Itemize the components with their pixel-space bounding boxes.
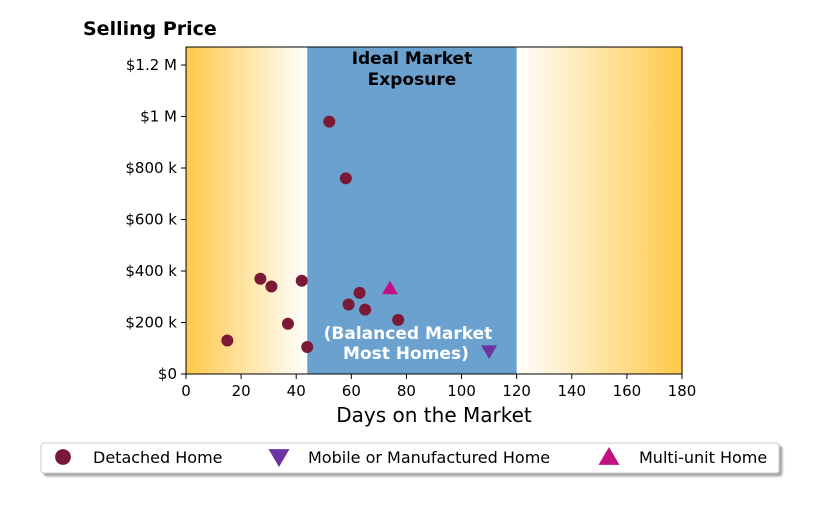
legend-box [40, 442, 780, 474]
ideal-market-zone [307, 47, 517, 374]
point-0-0 [221, 334, 234, 347]
y-tick-label-6: $1.2 M [126, 56, 177, 74]
x-tick-label-6: 120 [502, 382, 531, 400]
plot-frame [185, 46, 683, 375]
point-0-7 [339, 172, 352, 185]
point-0-4 [295, 274, 308, 287]
legend-label-2: Multi-unit Home [639, 448, 767, 467]
legend: Detached Home Mobile or Manufactured Home… [40, 442, 780, 474]
x-axis: 0 20 40 60 80 100 120 140 160 180 [181, 374, 696, 400]
point-0-9 [353, 286, 366, 299]
point-0-6 [323, 115, 336, 128]
x-axis-title: Days on the Market [336, 403, 532, 427]
balanced-market-note-line-2: Most Homes) [343, 344, 469, 364]
x-tick-label-5: 100 [447, 382, 476, 400]
y-tick-label-3: $600 k [125, 211, 177, 229]
point-0-11 [392, 313, 405, 326]
chart-title: Selling Price [83, 18, 217, 40]
y-tick-label-5: $1 M [140, 108, 177, 126]
x-tick-label-8: 160 [613, 382, 642, 400]
legend-label-1: Mobile or Manufactured Home [308, 448, 550, 467]
point-0-3 [281, 317, 294, 330]
ideal-zone-label-line-1: Ideal Market [352, 49, 473, 69]
y-axis: $0 $200 k $400 k $600 k $800 k $1 M $1.2 M [125, 56, 186, 383]
x-tick-label-7: 140 [557, 382, 586, 400]
point-0-1 [254, 272, 267, 285]
point-0-8 [342, 298, 355, 311]
point-0-5 [301, 340, 314, 353]
y-tick-label-2: $400 k [125, 262, 177, 280]
y-tick-label-4: $800 k [125, 159, 177, 177]
point-2-0 [381, 280, 398, 295]
x-tick-label-4: 80 [397, 382, 416, 400]
legend-marker-2 [598, 447, 620, 465]
legend-label-0: Detached Home [93, 448, 223, 467]
point-1-0 [481, 345, 498, 359]
data-points [221, 115, 498, 359]
balanced-market-note-line-1: (Balanced Market [324, 324, 493, 344]
plot-area: Ideal Market Exposure (Balanced Market M… [185, 46, 683, 375]
y-tick-label-0: $0 [158, 365, 177, 383]
x-tick-label-9: 180 [668, 382, 697, 400]
point-0-10 [359, 303, 372, 316]
point-0-2 [265, 280, 278, 293]
x-tick-label-1: 20 [232, 382, 251, 400]
x-tick-label-2: 40 [287, 382, 306, 400]
right-gradient-zone [516, 47, 682, 374]
x-tick-label-3: 60 [342, 382, 361, 400]
legend-marker-1 [268, 449, 290, 467]
y-tick-label-1: $200 k [125, 314, 177, 332]
legend-marker-0 [55, 449, 71, 465]
x-tick-label-0: 0 [181, 382, 191, 400]
ideal-zone-label-line-2: Exposure [368, 70, 457, 90]
